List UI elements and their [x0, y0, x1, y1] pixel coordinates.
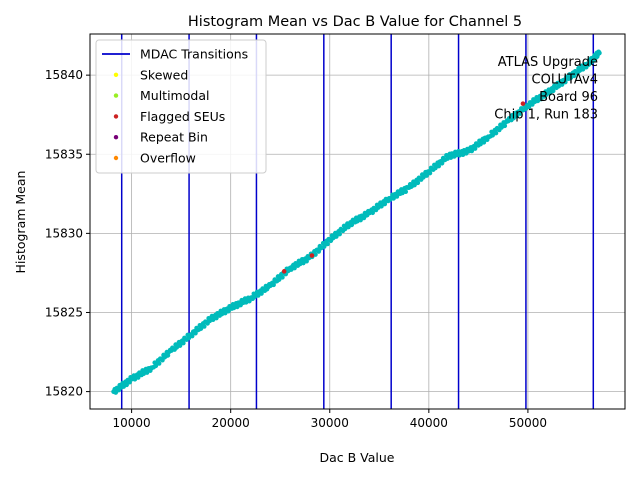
legend-dot-swatch: [113, 72, 119, 78]
data-point: [127, 379, 132, 385]
legend-label: Overflow: [140, 151, 196, 166]
data-point: [563, 79, 568, 85]
legend-dot-swatch: [113, 114, 119, 119]
y-tick-label: 15825: [45, 305, 83, 319]
legend-dot-swatch: [113, 135, 119, 140]
data-point: [403, 189, 409, 194]
y-tick-label: 15840: [45, 68, 83, 82]
x-tick-label: 30000: [311, 416, 349, 430]
data-point: [181, 340, 186, 346]
data-point: [358, 217, 363, 223]
data-point: [427, 170, 433, 176]
legend-dot-swatch: [113, 155, 119, 161]
data-point: [469, 148, 475, 154]
data-point: [247, 298, 252, 304]
data-point: [596, 49, 601, 55]
data-point: [346, 224, 351, 230]
annotation-line: Chip 1, Run 183: [494, 108, 598, 123]
data-point: [493, 130, 499, 136]
data-point: [364, 212, 370, 218]
data-point: [337, 231, 342, 237]
data-point: [226, 308, 231, 314]
data-point: [526, 104, 532, 110]
data-point: [280, 275, 285, 280]
legend-label: Flagged SEUs: [140, 109, 225, 124]
x-tick-label: 40000: [410, 416, 448, 430]
run-annotation: ATLAS Upgrade COLUTAv4 Board 96 Chip 1, Run…: [494, 55, 598, 123]
legend-dot-swatch: [113, 93, 119, 98]
flagged-point: [281, 269, 287, 274]
y-tick-label: 15820: [45, 385, 83, 399]
data-point: [316, 249, 322, 254]
legend-label: MDAC Transitions: [140, 47, 248, 62]
data-point: [325, 241, 330, 247]
y-axis-label: Histogram Mean: [13, 171, 28, 274]
data-point: [550, 88, 556, 94]
data-point: [424, 173, 429, 178]
legend-box: [95, 39, 267, 174]
data-point: [177, 343, 183, 348]
flagged-point: [520, 101, 526, 106]
data-point: [547, 90, 553, 96]
data-point: [517, 111, 523, 116]
data-point: [463, 151, 469, 156]
annotation-line: ATLAS Upgrade: [498, 55, 598, 70]
data-point: [580, 67, 586, 72]
data-point: [538, 96, 544, 102]
data-point: [214, 315, 219, 321]
data-point: [436, 163, 442, 169]
data-point: [370, 210, 375, 216]
x-tick-label: 50000: [509, 416, 547, 430]
annotation-line: Board 96: [539, 90, 598, 105]
data-point: [415, 180, 421, 186]
data-point: [144, 370, 150, 375]
x-tick-label: 10000: [113, 416, 151, 430]
data-point: [379, 203, 384, 209]
legend: MDAC Transitions Skewed Multimodal Flagged …: [95, 39, 267, 174]
chart-title: Histogram Mean vs Dac B Value for Channe…: [188, 14, 522, 30]
data-point: [259, 291, 264, 296]
data-point: [271, 282, 276, 288]
legend-label: Multimodal: [140, 88, 209, 103]
flagged-point: [309, 253, 315, 258]
legend-label: Repeat Bin: [140, 130, 208, 145]
data-point: [255, 293, 261, 298]
legend-label: Skewed: [140, 67, 188, 82]
data-point: [165, 353, 171, 358]
data-point: [472, 146, 478, 151]
data-point: [124, 382, 129, 388]
data-points: [111, 49, 602, 395]
data-point: [334, 234, 339, 239]
y-axis-ticks: 15820 15825 15830 15835 15840: [45, 68, 90, 399]
data-point: [559, 82, 565, 87]
data-point: [439, 160, 445, 166]
data-point: [382, 201, 388, 207]
annotation-line: COLUTAv4: [532, 73, 598, 88]
x-axis-ticks: 10000 20000 30000 40000 50000: [113, 409, 547, 430]
data-point: [201, 324, 207, 329]
plot-frame: [89, 33, 626, 410]
data-point: [189, 333, 195, 339]
data-point: [135, 375, 141, 380]
x-tick-label: 20000: [212, 416, 250, 430]
x-axis-label: Dac B Value: [319, 450, 394, 465]
y-tick-label: 15835: [45, 147, 83, 161]
data-point: [313, 252, 318, 257]
y-tick-label: 15830: [45, 226, 83, 240]
data-point: [571, 73, 577, 79]
data-point: [292, 265, 297, 271]
data-point: [514, 113, 520, 119]
data-point: [502, 123, 508, 129]
data-point: [481, 140, 487, 145]
data-point: [156, 361, 162, 366]
